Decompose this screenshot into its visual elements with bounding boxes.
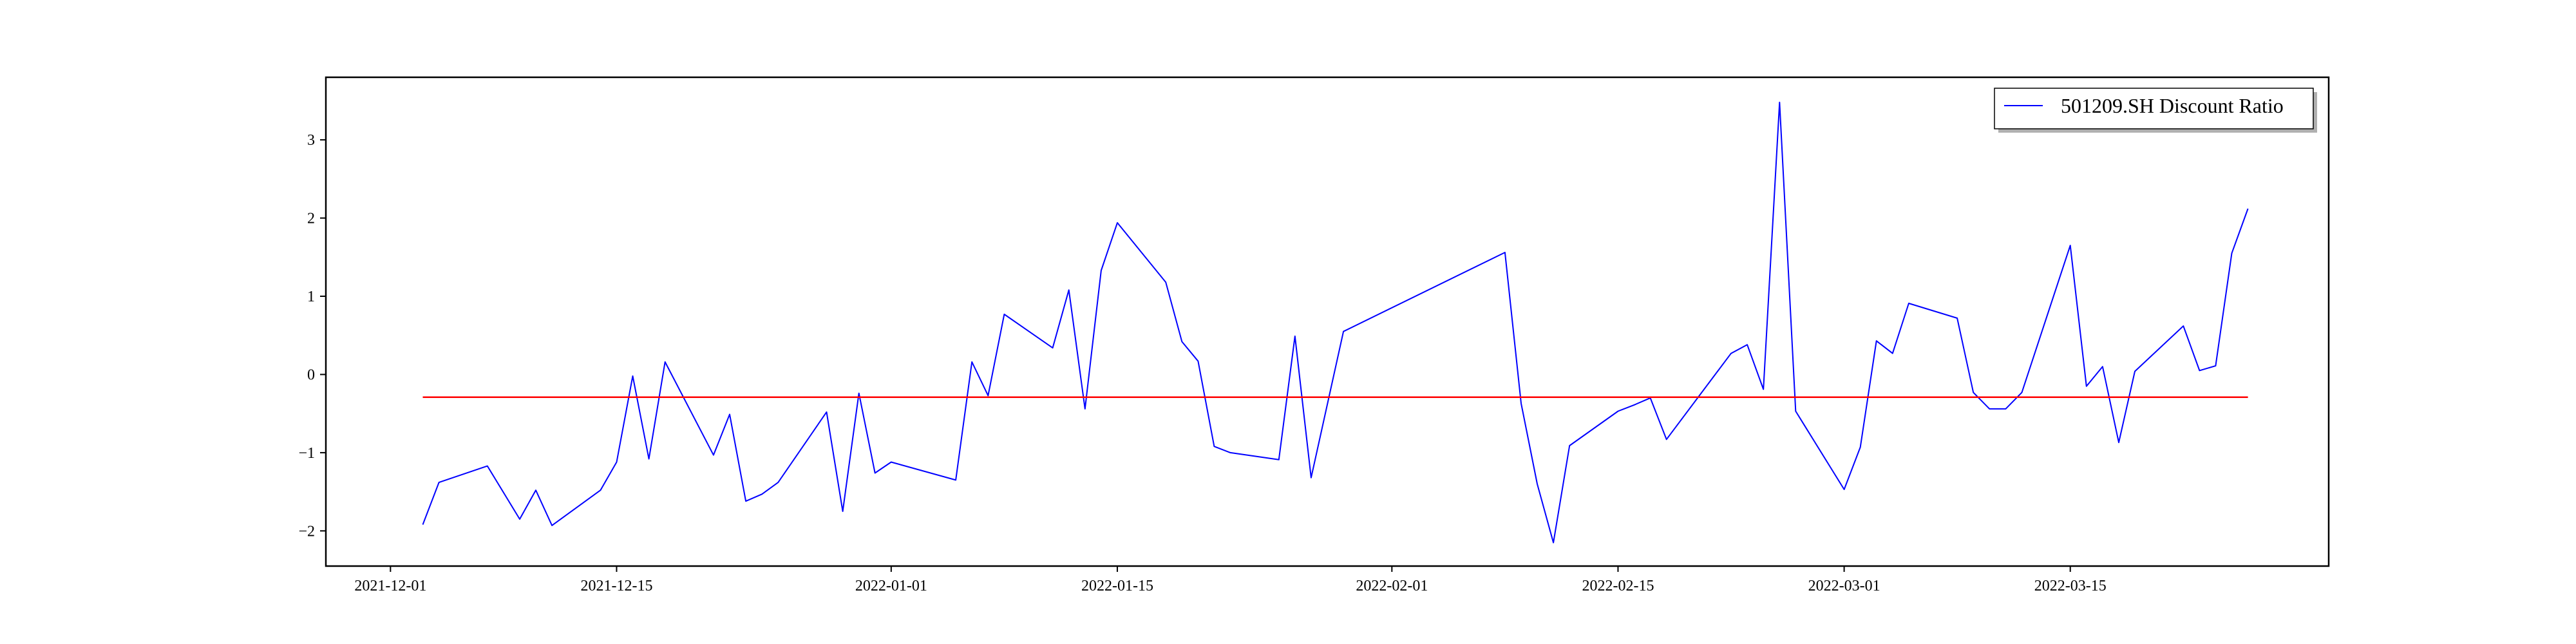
x-tick-label: 2022-03-01 [1808,578,1880,594]
y-tick-label: 3 [307,132,315,149]
plot-area [422,101,2249,544]
x-tick-label: 2022-01-15 [1081,578,1153,594]
x-tick-label: 2022-03-15 [2034,578,2107,594]
series-line-discount-ratio [422,101,2249,544]
y-axis: 3 2 1 0 −1 −2 [298,132,326,540]
plot-frame [325,76,2330,567]
y-tick-label: −2 [298,523,315,540]
legend-label: 501209.SH Discount Ratio [2061,94,2284,117]
y-tick-label: 1 [307,289,315,305]
y-tick-label: −1 [298,445,315,462]
y-tick-label: 0 [307,366,315,383]
y-tick-label: 2 [307,211,315,227]
legend: 501209.SH Discount Ratio [1994,88,2317,133]
x-tick-label: 2022-02-15 [1582,578,1654,594]
x-tick-label: 2022-01-01 [855,578,927,594]
x-axis: 2021-12-01 2021-12-15 2022-01-01 2022-01-15… [354,566,2107,594]
legend-box [1994,88,2314,129]
x-tick-label: 2021-12-01 [354,578,426,594]
x-tick-label: 2022-02-01 [1356,578,1428,594]
x-tick-label: 2021-12-15 [580,578,652,594]
